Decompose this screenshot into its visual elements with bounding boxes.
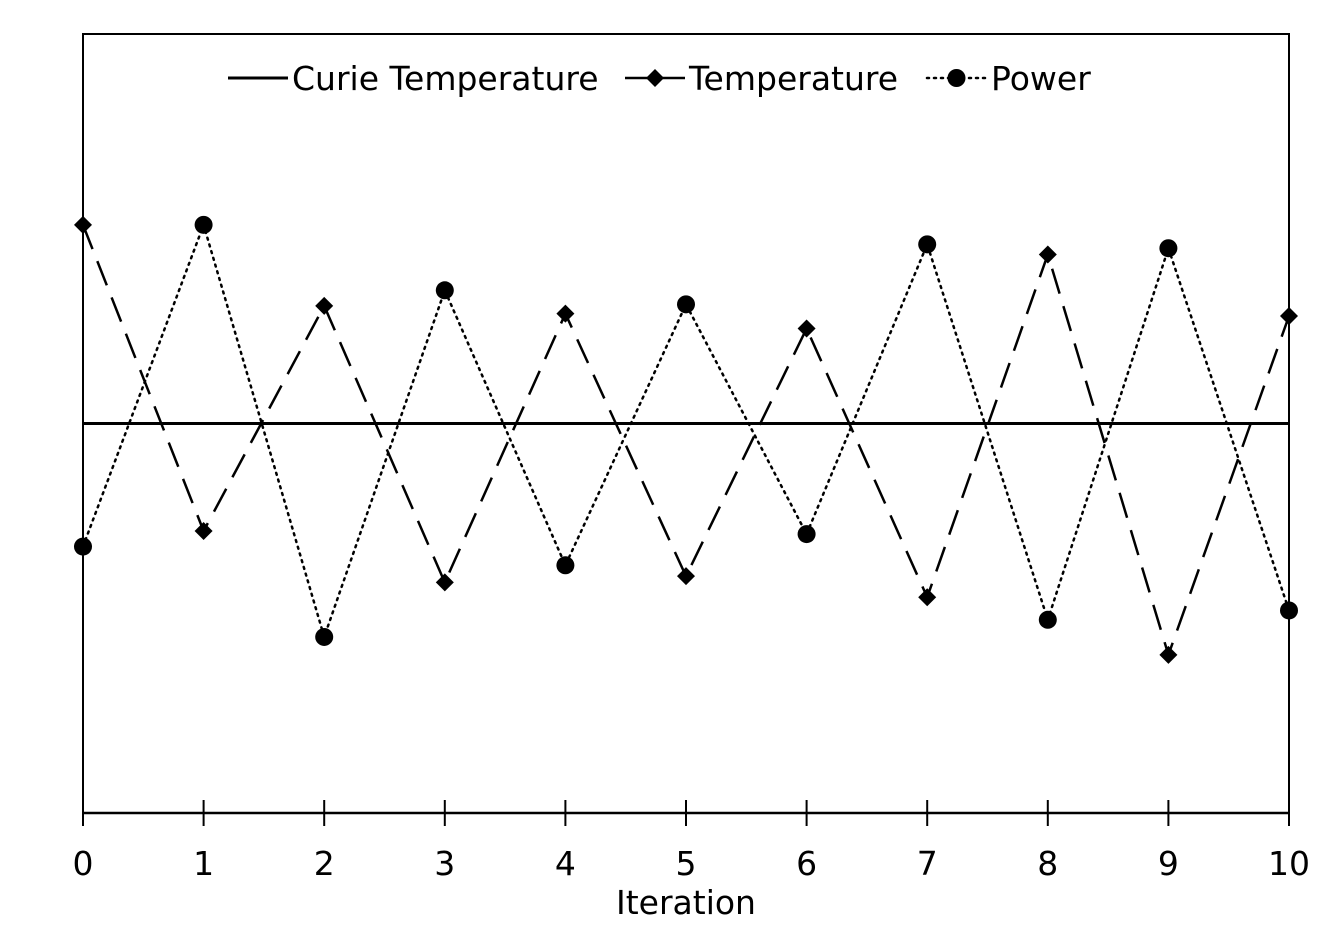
legend-label-power: Power	[991, 59, 1091, 98]
point-power-1	[194, 215, 213, 234]
legend-item-temperature: Temperature	[625, 59, 898, 98]
series-line-temperature	[81, 224, 1291, 659]
point-temperature-5	[677, 567, 695, 586]
x-tick-label-3: 3	[434, 844, 455, 883]
point-temperature-2	[315, 296, 334, 315]
x-tick-label-8: 8	[1037, 844, 1058, 883]
x-tick-label-5: 5	[676, 844, 697, 883]
point-power-6	[797, 525, 816, 544]
x-tick-label-10: 10	[1268, 844, 1310, 883]
point-power-2	[315, 627, 334, 646]
point-power-3	[435, 281, 454, 300]
point-temperature-1	[194, 522, 213, 541]
point-power-4	[556, 556, 575, 575]
point-temperature-6	[797, 319, 816, 338]
x-tick-label-9: 9	[1158, 844, 1179, 883]
point-power-9	[1159, 239, 1178, 258]
point-power-10	[1280, 601, 1298, 620]
x-axis-ticks: 0 1 2 3 4 5 6 7 8 9 10	[73, 800, 1310, 883]
legend-item-curie-temperature: Curie Temperature	[228, 59, 599, 98]
point-temperature-9	[1159, 645, 1178, 664]
point-temperature-10	[1280, 306, 1298, 325]
series-layer	[74, 215, 1298, 664]
point-power-7	[918, 235, 937, 254]
x-tick-label-4: 4	[555, 844, 576, 883]
legend-marker-temperature	[646, 69, 664, 87]
point-temperature-4	[556, 304, 575, 323]
point-temperature-7	[918, 588, 937, 607]
x-tick-label-0: 0	[73, 844, 94, 883]
x-tick-label-1: 1	[193, 844, 214, 883]
point-temperature-8	[1038, 245, 1057, 264]
point-power-0	[74, 537, 92, 556]
point-power-8	[1038, 610, 1057, 629]
x-tick-label-7: 7	[917, 844, 938, 883]
point-temperature-3	[435, 573, 454, 592]
x-axis-label: Iteration	[616, 883, 756, 922]
legend-marker-power	[947, 69, 966, 87]
series-temperature	[74, 215, 1298, 664]
legend-label-curie-temperature: Curie Temperature	[292, 59, 599, 98]
legend: Curie Temperature Temperature Power	[228, 59, 1091, 98]
point-power-5	[677, 295, 695, 314]
legend-label-temperature: Temperature	[688, 59, 898, 98]
x-tick-label-2: 2	[314, 844, 335, 883]
series-power	[74, 215, 1298, 646]
point-temperature-0	[74, 215, 92, 234]
legend-item-power: Power	[925, 59, 1091, 98]
x-tick-label-6: 6	[796, 844, 817, 883]
